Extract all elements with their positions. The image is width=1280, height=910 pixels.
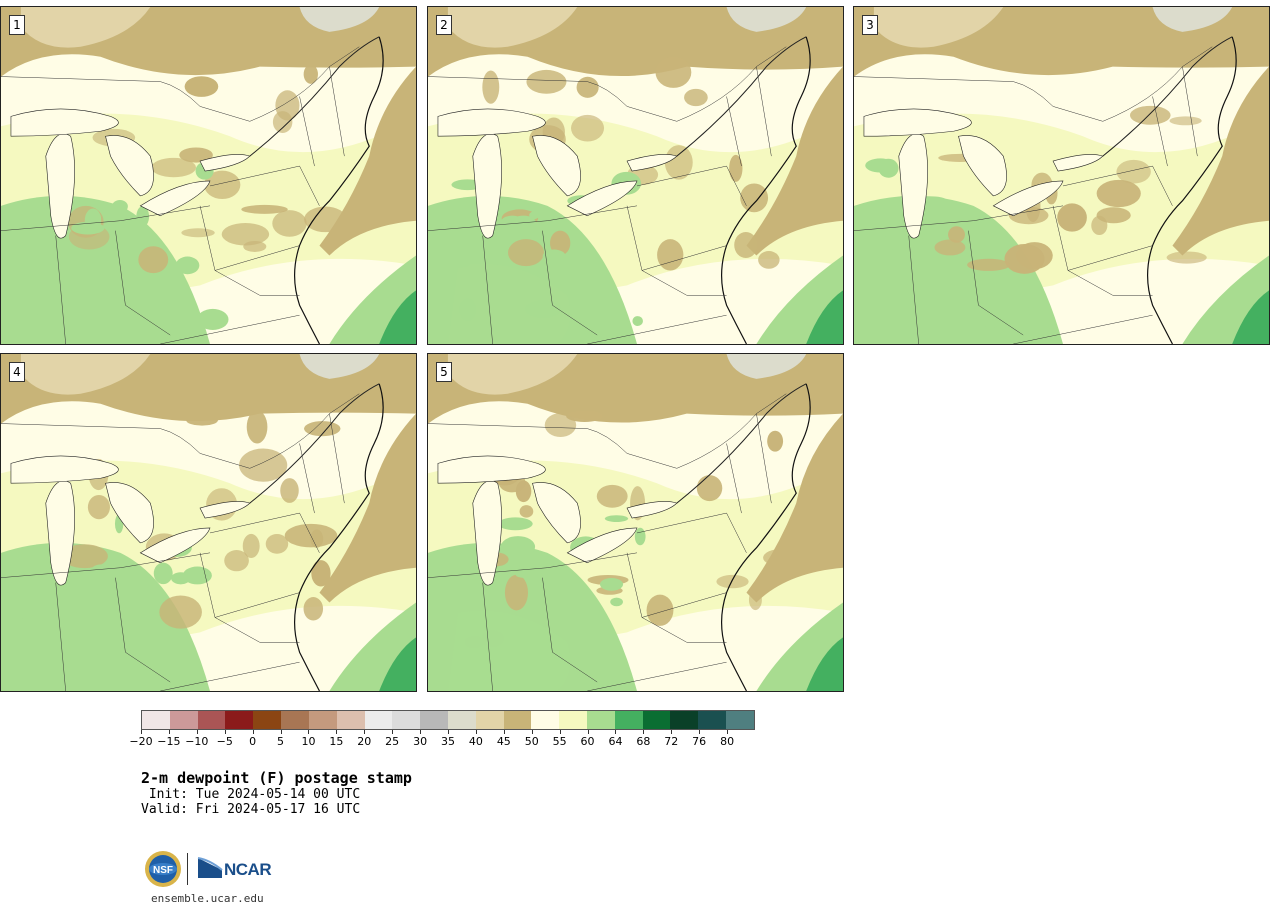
colorbar-cell [392, 711, 421, 729]
colorbar-tick-label: −15 [157, 735, 181, 748]
colorbar-tick [643, 730, 645, 734]
colorbar-tick-label: 35 [441, 735, 455, 748]
colorbar-cell [614, 711, 643, 729]
colorbar-tick [336, 730, 338, 734]
nsf-text: NSF [153, 865, 173, 876]
colorbar-tick-label: 25 [385, 735, 400, 748]
colorbar-tick [699, 730, 701, 734]
colorbar-cell [420, 711, 448, 729]
colorbar-tick [587, 730, 589, 734]
colorbar-cell [142, 711, 170, 729]
colorbar-tick [671, 730, 673, 734]
dewpoint-map [854, 7, 1269, 344]
colorbar-tick [615, 730, 617, 734]
colorbar-tick [280, 730, 282, 734]
colorbar-ticks: −20 −15 −10 −5 0 5 10 15 20 25 30 35 40 45 50 55 60 64 68 7… [129, 730, 755, 750]
colorbar-tick [196, 730, 198, 734]
colorbar-tick [503, 730, 505, 734]
colorbar-cell [447, 711, 476, 729]
colorbar-tick-label: −5 [216, 735, 233, 748]
colorbar-tick [531, 730, 533, 734]
ensemble-member-1-map: 1 [0, 6, 417, 345]
plot-title: 2-m dewpoint (F) postage stamp [141, 769, 412, 787]
ensemble-member-5-map: 5 [427, 353, 844, 692]
ensemble-member-3-map: 3 [853, 6, 1270, 345]
colorbar-cell [336, 711, 365, 729]
ensemble-member-4-map: 4 [0, 353, 417, 692]
colorbar-cell [281, 711, 309, 729]
colorbar-cell [253, 711, 282, 729]
valid-time: Valid: Fri 2024-05-17 16 UTC [141, 802, 361, 817]
footer-url: ensemble.ucar.edu [151, 892, 264, 905]
dewpoint-map [428, 7, 843, 344]
nsf-logo-icon: NSF [145, 851, 181, 887]
colorbar-cell [698, 711, 727, 729]
member-label: 1 [9, 15, 25, 35]
member-label: 2 [436, 15, 452, 35]
colorbar-tick [392, 730, 394, 734]
colorbar-tick-label: 30 [413, 735, 428, 748]
colorbar-tick-label: 0 [249, 735, 257, 748]
init-time: Init: Tue 2024-05-14 00 UTC [141, 787, 361, 802]
colorbar-cell [670, 711, 699, 729]
colorbar-cell [364, 711, 393, 729]
logo-divider [187, 853, 188, 885]
colorbar-tick-label: 60 [580, 735, 595, 748]
member-label: 3 [862, 15, 878, 35]
colorbar-cell [197, 711, 226, 729]
colorbar-cell [559, 711, 587, 729]
member-label: 5 [436, 362, 452, 382]
colorbar-tick-label: 15 [329, 735, 344, 748]
colorbar-cell [503, 711, 532, 729]
dewpoint-map [1, 354, 416, 691]
colorbar [141, 710, 755, 730]
colorbar-tick-label: 40 [468, 735, 483, 748]
dewpoint-map [1, 7, 416, 344]
colorbar-cell [169, 711, 198, 729]
member-label: 4 [9, 362, 25, 382]
colorbar-tick-label: 72 [664, 735, 679, 748]
colorbar-cell [531, 711, 560, 729]
colorbar-tick-label: 45 [496, 735, 511, 748]
colorbar-tick [141, 730, 142, 734]
colorbar-tick-label: −20 [129, 735, 153, 748]
dewpoint-map [428, 354, 843, 691]
colorbar-cell [587, 711, 615, 729]
colorbar-cell [642, 711, 671, 729]
colorbar-cell [308, 711, 337, 729]
colorbar-tick [420, 730, 422, 734]
colorbar-tick-label: 68 [636, 735, 651, 748]
colorbar-tick-label: 10 [301, 735, 316, 748]
colorbar-tick [475, 730, 477, 734]
colorbar-tick [727, 730, 729, 734]
logos: NSF NCAR [144, 850, 274, 890]
colorbar-tick-label: 20 [357, 735, 372, 748]
colorbar-tick [448, 730, 449, 734]
colorbar-tick [168, 730, 170, 734]
colorbar-tick [308, 730, 310, 734]
colorbar-tick-label: 76 [692, 735, 707, 748]
ncar-logo-text: NCAR [224, 860, 272, 879]
colorbar-cell [726, 711, 754, 729]
colorbar-tick-label: 80 [720, 735, 735, 748]
ncar-mark-icon [197, 857, 223, 878]
colorbar-tick [559, 730, 561, 734]
colorbar-tick-label: 55 [552, 735, 567, 748]
colorbar-cell [225, 711, 254, 729]
ensemble-member-2-map: 2 [427, 6, 844, 345]
colorbar-tick-label: −10 [185, 735, 209, 748]
colorbar-tick-label: 64 [608, 735, 623, 748]
colorbar-tick [224, 730, 226, 734]
colorbar-cell [475, 711, 504, 729]
colorbar-tick-label: 50 [524, 735, 539, 748]
colorbar-tick [252, 730, 254, 734]
colorbar-tick [364, 730, 366, 734]
colorbar-tick-label: 5 [277, 735, 285, 748]
